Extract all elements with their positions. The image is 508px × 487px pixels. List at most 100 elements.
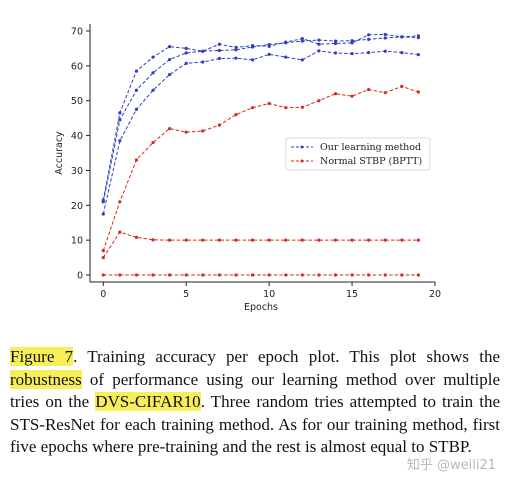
series-line-red-3 [102, 85, 419, 251]
data-point-red [151, 140, 155, 145]
data-point-blue [184, 61, 188, 65]
chart-ticks: 0 5 10 15 20 0 10 20 30 40 50 60 70 [71, 26, 441, 300]
data-point-blue [317, 42, 321, 46]
data-point-red [168, 273, 172, 277]
caption-highlight-dataset: DVS-CIFAR10 [95, 392, 201, 411]
data-point-blue [317, 49, 321, 53]
data-point-red [250, 273, 255, 277]
data-point-blue [416, 53, 421, 57]
data-point-red [317, 238, 321, 242]
data-point-red [217, 273, 221, 277]
data-point-blue [333, 41, 338, 46]
data-point-blue [234, 45, 238, 49]
legend-label-our-method: Our learning method [320, 142, 421, 153]
data-point-red [101, 255, 105, 260]
data-point-red [201, 273, 205, 277]
series-line-blue-0 [102, 33, 419, 201]
data-point-red [234, 113, 238, 117]
caption-text-1: . Training accuracy per epoch plot. This… [73, 347, 500, 366]
caption-text-2: of performance using our learning method… [10, 369, 500, 412]
data-point-red [400, 84, 404, 89]
data-point-blue [168, 45, 172, 49]
data-point-blue [300, 39, 304, 43]
data-point-blue [333, 39, 338, 43]
x-tick-label: 0 [100, 289, 106, 300]
data-point-blue [383, 32, 387, 37]
data-point-blue [151, 55, 155, 59]
data-point-red [383, 273, 387, 277]
data-point-red [383, 238, 387, 242]
data-point-blue [333, 51, 338, 55]
data-point-red [234, 273, 238, 277]
caption-highlight-robustness: robustness [10, 369, 82, 389]
figure-label: Figure 7 [10, 347, 74, 366]
data-point-red [267, 101, 271, 106]
x-tick-label: 15 [346, 289, 358, 300]
data-point-blue [367, 33, 371, 37]
data-point-blue [284, 41, 288, 45]
data-point-blue [134, 107, 139, 112]
data-point-red [168, 238, 172, 242]
data-point-red [101, 273, 105, 277]
data-point-red [350, 273, 354, 277]
data-point-red [317, 273, 321, 277]
legend-label-stbp: Normal STBP (BPTT) [320, 156, 422, 167]
data-point-blue [101, 212, 105, 216]
data-point-red [367, 273, 371, 277]
data-point-red [333, 238, 338, 242]
y-tick-label: 60 [71, 61, 83, 72]
data-point-blue [383, 36, 387, 40]
data-point-red [250, 238, 255, 242]
y-tick-label: 20 [71, 201, 83, 212]
data-point-blue [134, 69, 139, 73]
x-axis-label: Epochs [244, 302, 278, 313]
data-point-blue [300, 58, 304, 62]
data-point-red [234, 238, 238, 242]
watermark: 知乎 @weili21 [406, 458, 496, 473]
chart-series [101, 32, 421, 277]
data-point-red [134, 235, 139, 239]
data-point-red [300, 273, 304, 277]
data-point-red [383, 91, 387, 95]
data-point-red [134, 273, 139, 277]
data-point-blue [217, 48, 221, 53]
data-point-blue [350, 39, 354, 43]
y-tick-label: 70 [71, 26, 83, 37]
y-tick-label: 10 [71, 236, 83, 247]
data-point-red [201, 129, 205, 133]
data-point-red [333, 92, 338, 96]
data-point-red [367, 87, 371, 92]
legend-marker-our-method [300, 145, 304, 149]
data-point-red [367, 238, 371, 242]
data-point-blue [168, 57, 172, 62]
data-point-red [250, 106, 255, 110]
data-point-red [217, 238, 221, 242]
data-point-blue [234, 48, 238, 52]
y-tick-label: 0 [77, 271, 83, 282]
data-point-red [118, 200, 122, 204]
data-point-red [134, 158, 139, 162]
data-point-red [350, 238, 354, 242]
data-point-red [151, 273, 155, 277]
y-tick-label: 40 [71, 131, 83, 142]
data-point-blue [118, 139, 122, 143]
data-point-red [416, 238, 421, 242]
data-point-red [184, 130, 188, 134]
data-point-red [333, 273, 338, 277]
data-point-blue [151, 71, 155, 75]
data-point-red [284, 238, 288, 242]
data-point-red [416, 273, 421, 277]
data-point-red [101, 249, 105, 253]
series-line-red-4 [102, 231, 419, 258]
caption-text-3: . Three random tries attempted to train … [10, 392, 500, 456]
data-point-red [284, 106, 288, 110]
data-point-blue [184, 46, 188, 51]
data-point-red [184, 273, 188, 277]
data-point-blue [184, 51, 188, 55]
data-point-blue [267, 42, 271, 47]
chart-axes [89, 24, 435, 283]
data-point-blue [317, 38, 321, 42]
data-point-blue [383, 49, 387, 53]
data-point-red [400, 238, 404, 242]
